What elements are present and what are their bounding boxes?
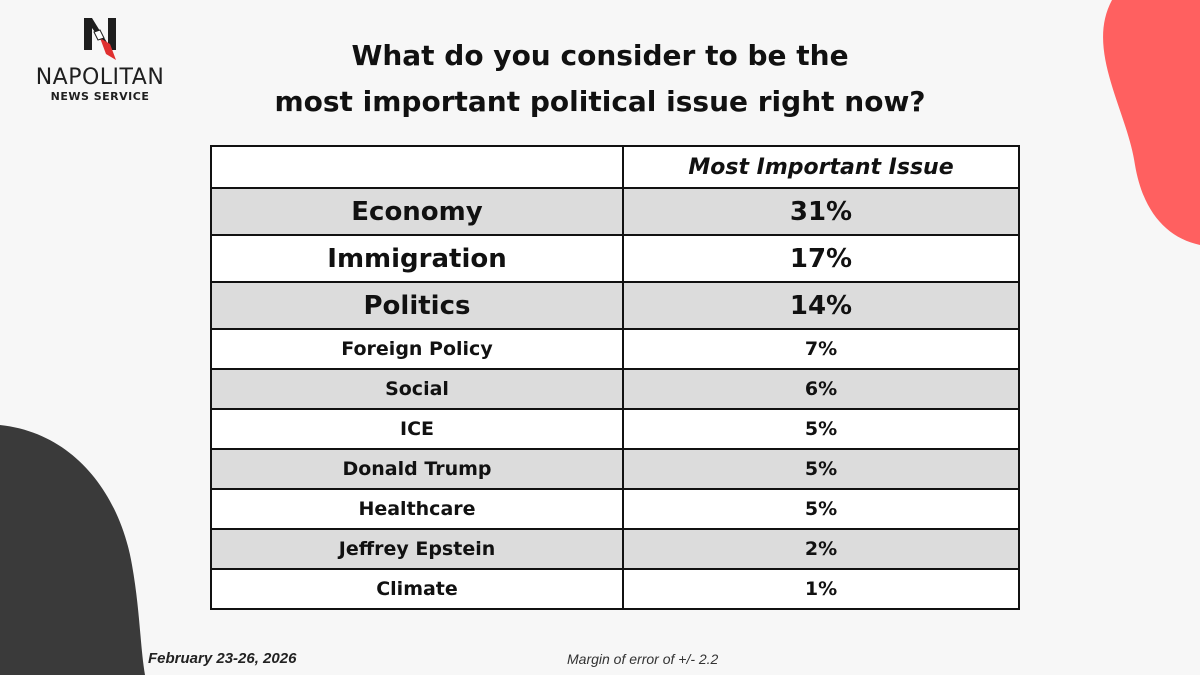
title-line-1: What do you consider to be the <box>351 39 849 72</box>
title-line-2: most important political issue right now… <box>274 85 926 118</box>
header-cell-issue <box>210 145 624 189</box>
issue-value: 6% <box>622 368 1020 410</box>
issue-label: Immigration <box>210 234 624 283</box>
table-row: Donald Trump 5% <box>210 448 1020 490</box>
issue-value: 1% <box>622 568 1020 610</box>
issue-label: Politics <box>210 281 624 330</box>
issue-value: 17% <box>622 234 1020 283</box>
issue-value: 5% <box>622 488 1020 530</box>
issue-value: 14% <box>622 281 1020 330</box>
margin-of-error: Margin of error of +/- 2.2 <box>567 651 719 667</box>
issue-value: 5% <box>622 408 1020 450</box>
issue-value: 5% <box>622 448 1020 490</box>
issue-value: 31% <box>622 187 1020 236</box>
table-row: Foreign Policy 7% <box>210 328 1020 370</box>
issue-label: Jeffrey Epstein <box>210 528 624 570</box>
issue-label: Climate <box>210 568 624 610</box>
issues-table: Most Important Issue Economy 31% Immigra… <box>210 145 1020 610</box>
table-row: Healthcare 5% <box>210 488 1020 530</box>
issue-label: Economy <box>210 187 624 236</box>
napolitan-logo: NAPOLITAN NEWS SERVICE <box>20 14 180 104</box>
survey-date: February 23-26, 2026 <box>148 650 297 667</box>
table-row: Immigration 17% <box>210 234 1020 283</box>
table-header-row: Most Important Issue <box>210 145 1020 189</box>
issue-label: ICE <box>210 408 624 450</box>
napolitan-n-icon <box>84 18 116 60</box>
table-row: Social 6% <box>210 368 1020 410</box>
issue-label: Donald Trump <box>210 448 624 490</box>
issue-label: Healthcare <box>210 488 624 530</box>
header-cell-most-important-issue: Most Important Issue <box>622 145 1020 189</box>
table-row: Climate 1% <box>210 568 1020 610</box>
issue-label: Social <box>210 368 624 410</box>
decorative-red-blob <box>1103 0 1200 245</box>
issue-label: Foreign Policy <box>210 328 624 370</box>
issue-value: 7% <box>622 328 1020 370</box>
page-title: What do you consider to be the most impo… <box>200 33 1000 125</box>
table-row: ICE 5% <box>210 408 1020 450</box>
logo-subtitle: NEWS SERVICE <box>50 90 150 103</box>
table-row: Economy 31% <box>210 187 1020 236</box>
issue-value: 2% <box>622 528 1020 570</box>
table-row: Jeffrey Epstein 2% <box>210 528 1020 570</box>
decorative-dark-blob <box>0 425 145 675</box>
logo-name: NAPOLITAN <box>35 65 165 90</box>
table-row: Politics 14% <box>210 281 1020 330</box>
